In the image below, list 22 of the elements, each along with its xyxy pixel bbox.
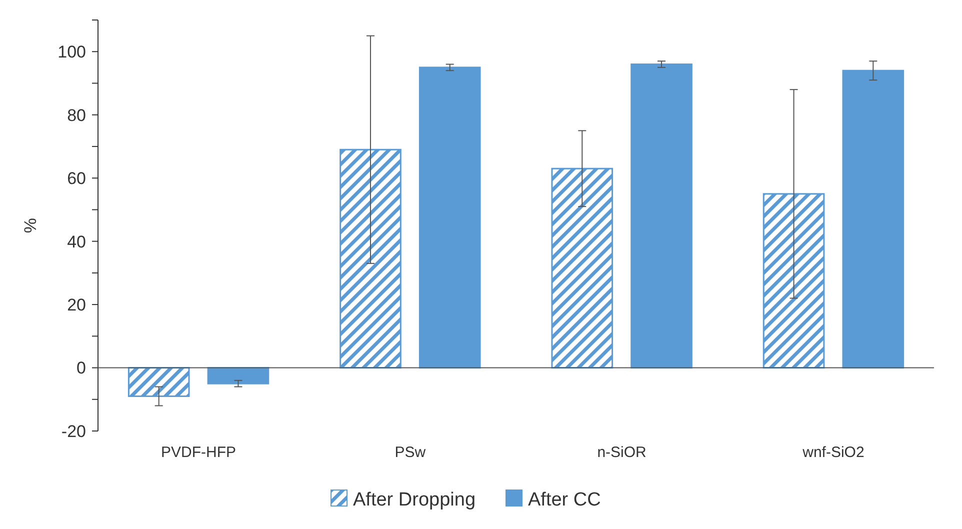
bar	[207, 367, 270, 384]
x-tick-label: n-SiOR	[597, 444, 647, 461]
y-tick-label: -20	[61, 422, 86, 441]
legend-label: After CC	[528, 490, 601, 511]
y-tick-label: 20	[67, 295, 86, 314]
y-axis-title: %	[21, 218, 40, 234]
legend-label: After Dropping	[353, 490, 476, 511]
bar	[762, 193, 825, 369]
bar	[418, 66, 481, 369]
bar	[128, 367, 190, 397]
bar	[842, 70, 904, 369]
x-tick-label: PSw	[394, 444, 426, 461]
y-tick-label: 40	[67, 232, 86, 252]
bar	[340, 148, 402, 369]
y-tick-label: 100	[58, 42, 86, 62]
bar	[551, 168, 614, 369]
x-tick-label: wnf-SiO2	[802, 444, 864, 461]
y-tick-label: 0	[76, 358, 86, 378]
bar	[630, 64, 692, 369]
y-tick-label: 80	[67, 106, 86, 125]
x-tick-label: PVDF-HFP	[161, 444, 236, 461]
y-tick-label: 60	[67, 169, 86, 188]
